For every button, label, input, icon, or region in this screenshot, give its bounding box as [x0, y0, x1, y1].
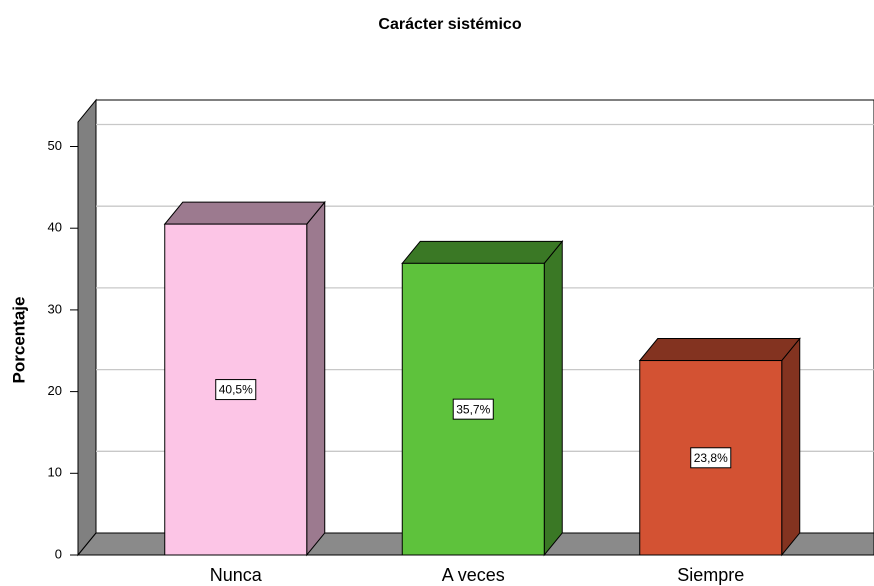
bar-top — [401, 240, 564, 264]
y-tick-label: 40 — [48, 220, 62, 235]
y-axis-title: Porcentaje — [9, 297, 28, 384]
value-label-box — [690, 447, 732, 469]
y-tick-label: 50 — [48, 138, 62, 153]
value-label-box — [452, 398, 494, 420]
value-label-box — [215, 379, 257, 401]
value-label: 35,7% — [456, 402, 490, 416]
bar-side — [543, 239, 563, 557]
x-tick-label: A veces — [442, 565, 505, 585]
y-tick-label: 10 — [48, 465, 62, 480]
left-wall — [77, 98, 97, 557]
bar-side — [306, 200, 326, 557]
y-tick-label: 0 — [55, 546, 62, 561]
chart-title: Carácter sistémico — [378, 16, 521, 33]
x-tick-label: Nunca — [210, 565, 263, 585]
x-tick-label: Siempre — [677, 565, 744, 585]
bar-side — [781, 337, 801, 557]
y-tick-label: 30 — [48, 301, 62, 316]
bar-top — [163, 201, 326, 225]
value-label: 40,5% — [219, 383, 253, 397]
value-label: 23,8% — [694, 451, 728, 465]
y-tick-label: 20 — [48, 383, 62, 398]
bar-top — [638, 338, 801, 362]
